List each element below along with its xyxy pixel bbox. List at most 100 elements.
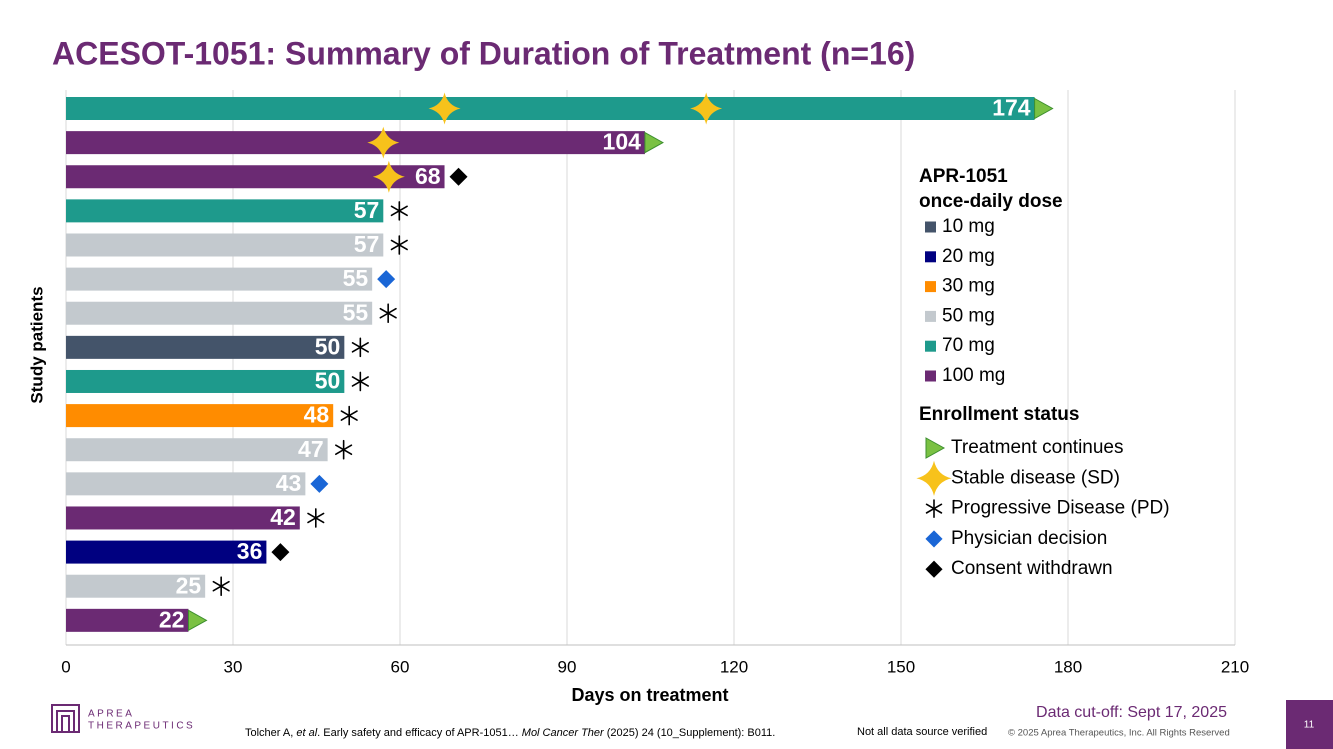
asterisk-stroke	[925, 503, 943, 514]
citation-part: Mol Cancer Ther	[522, 727, 605, 739]
bar	[66, 369, 345, 393]
asterisk-stroke	[379, 307, 397, 319]
asterisk-stroke	[390, 205, 408, 217]
bar	[66, 574, 206, 598]
legend-title: APR-1051	[919, 166, 1008, 187]
value-label: 48	[304, 402, 330, 428]
note: Not all data source verified	[857, 726, 987, 738]
status-marker	[212, 576, 230, 597]
bar	[66, 506, 300, 530]
bar	[66, 199, 384, 223]
x-tick-label: 30	[224, 657, 243, 676]
status-marker	[377, 270, 396, 289]
legend-swatch	[925, 251, 936, 263]
x-tick-label: 0	[61, 657, 70, 676]
x-tick-label: 60	[391, 657, 410, 676]
x-tick-label: 90	[558, 657, 577, 676]
status-marker	[351, 337, 369, 358]
legend-title: once-daily dose	[919, 191, 1063, 212]
asterisk-stroke	[340, 410, 358, 421]
legend-label: Stable disease (SD)	[951, 467, 1120, 488]
data-cutoff: Data cut-off: Sept 17, 2025	[1036, 704, 1227, 721]
bar	[66, 472, 306, 496]
legend-label: 30 mg	[942, 276, 995, 297]
legend-swatch	[925, 370, 936, 382]
bar	[66, 438, 328, 462]
value-label: 47	[298, 436, 324, 462]
x-tick-label: 120	[720, 657, 748, 676]
status-marker	[310, 474, 329, 493]
bar	[66, 267, 373, 291]
status-marker	[390, 201, 408, 221]
asterisk-stroke	[212, 580, 230, 592]
bar	[66, 335, 345, 359]
citation-part: . Early safety and efficacy of APR-1051…	[317, 727, 522, 739]
legend-label: Physician decision	[951, 528, 1107, 549]
value-label: 42	[270, 504, 296, 530]
status-marker	[925, 530, 943, 548]
asterisk-stroke	[351, 342, 369, 353]
citation-part: et al	[296, 727, 317, 739]
asterisk-stroke	[390, 239, 408, 251]
status-marker	[372, 160, 405, 193]
status-marker	[390, 235, 408, 255]
logo-text: APREA	[88, 709, 134, 720]
page-number: 11	[1304, 720, 1315, 731]
logo-icon	[51, 704, 80, 733]
legend-title: Enrollment status	[919, 404, 1079, 425]
copyright: © 2025 Aprea Therapeutics, Inc. All Righ…	[1008, 728, 1230, 739]
status-marker	[335, 439, 353, 460]
citation-part: (2025) 24 (10_Supplement): B011.	[604, 727, 776, 739]
status-marker	[449, 167, 468, 186]
bar	[66, 165, 445, 189]
status-marker	[925, 437, 946, 459]
legend-swatch	[925, 340, 936, 352]
status-marker	[379, 303, 397, 324]
bar	[66, 301, 373, 325]
status-marker	[428, 92, 461, 125]
citation-part: Tolcher A,	[245, 727, 296, 739]
legend-swatch	[925, 310, 936, 322]
asterisk-stroke	[335, 444, 353, 456]
legend-swatch	[925, 281, 936, 293]
legend-label: Consent withdrawn	[951, 558, 1113, 579]
bar	[66, 97, 1035, 120]
bar	[66, 233, 384, 257]
bar	[66, 540, 267, 564]
bar	[66, 404, 334, 428]
status-marker	[367, 126, 400, 159]
status-marker	[916, 460, 952, 496]
status-marker	[644, 131, 664, 154]
y-axis-label: Study patients	[27, 286, 46, 403]
status-marker	[925, 560, 943, 578]
value-label: 104	[603, 129, 642, 155]
x-axis-label: Days on treatment	[571, 685, 728, 705]
x-tick-label: 180	[1054, 657, 1082, 676]
status-marker	[690, 92, 723, 125]
value-label: 55	[343, 299, 369, 325]
value-label: 55	[343, 265, 369, 291]
value-label: 50	[315, 333, 341, 359]
asterisk-stroke	[307, 512, 325, 524]
bar	[66, 131, 645, 155]
value-label: 36	[237, 538, 263, 564]
legend-label: 100 mg	[942, 365, 1005, 386]
value-label: 68	[415, 163, 441, 189]
value-label: 57	[354, 231, 380, 257]
x-tick-label: 150	[887, 657, 915, 676]
value-label: 25	[176, 572, 202, 598]
logo-icon	[56, 710, 75, 732]
value-label: 174	[992, 95, 1031, 121]
value-label: 43	[276, 470, 302, 496]
x-tick-label: 210	[1221, 657, 1249, 676]
status-marker	[187, 609, 208, 632]
status-marker	[271, 543, 290, 562]
logo: APREA THERAPEUTICS	[51, 704, 193, 733]
status-marker	[340, 405, 358, 426]
citation: Tolcher A, et al. Early safety and effic…	[245, 727, 775, 739]
legend-label: 10 mg	[942, 216, 995, 237]
value-label: 50	[315, 368, 341, 394]
status-marker	[351, 371, 369, 392]
legend-label: Progressive Disease (PD)	[951, 498, 1170, 519]
